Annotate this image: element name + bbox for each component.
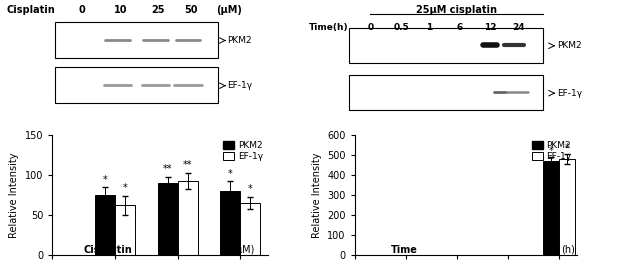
Bar: [220, 191, 240, 255]
Bar: [55, 67, 218, 103]
Text: **: **: [163, 164, 172, 174]
Text: *: *: [248, 184, 252, 194]
Text: *: *: [565, 142, 569, 153]
Text: *: *: [123, 183, 127, 193]
Text: (μM): (μM): [216, 5, 242, 15]
Text: PKM2: PKM2: [557, 41, 581, 50]
Bar: [240, 203, 260, 255]
Bar: [542, 161, 559, 255]
Text: PKM2: PKM2: [228, 36, 252, 45]
Text: (μM): (μM): [233, 245, 255, 255]
Text: 10: 10: [114, 5, 127, 15]
Text: 25: 25: [151, 5, 165, 15]
Bar: [559, 159, 575, 255]
Text: 0: 0: [367, 23, 373, 32]
Text: 1: 1: [426, 23, 432, 32]
Text: 6: 6: [457, 23, 463, 32]
Text: Cisplatin: Cisplatin: [83, 245, 133, 255]
Text: *: *: [228, 169, 233, 179]
Legend: PKM2, EF-1γ: PKM2, EF-1γ: [531, 140, 573, 161]
Bar: [115, 205, 135, 255]
Legend: PKM2, EF-1γ: PKM2, EF-1γ: [223, 140, 264, 161]
Bar: [178, 181, 197, 255]
Bar: [95, 195, 115, 255]
Text: **: **: [183, 160, 193, 170]
Text: *: *: [102, 175, 107, 185]
Text: *: *: [549, 146, 553, 155]
Y-axis label: Relative Intensity: Relative Intensity: [9, 152, 19, 238]
Text: 0.5: 0.5: [393, 23, 409, 32]
Y-axis label: Relative Intensity: Relative Intensity: [312, 152, 321, 238]
Text: EF-1γ: EF-1γ: [228, 81, 252, 90]
Text: 50: 50: [184, 5, 197, 15]
Bar: [157, 183, 178, 255]
Text: 25μM cisplatin: 25μM cisplatin: [416, 5, 497, 15]
Text: 24: 24: [512, 23, 524, 32]
Text: Time: Time: [391, 245, 418, 255]
Text: 0: 0: [79, 5, 86, 15]
Text: Cisplatin: Cisplatin: [6, 5, 55, 15]
Text: Time(h): Time(h): [308, 23, 348, 32]
Text: (h): (h): [561, 245, 574, 255]
Bar: [55, 22, 218, 58]
Text: EF-1γ: EF-1γ: [557, 89, 582, 98]
Bar: [349, 28, 543, 63]
Bar: [349, 75, 543, 110]
Text: 12: 12: [484, 23, 497, 32]
